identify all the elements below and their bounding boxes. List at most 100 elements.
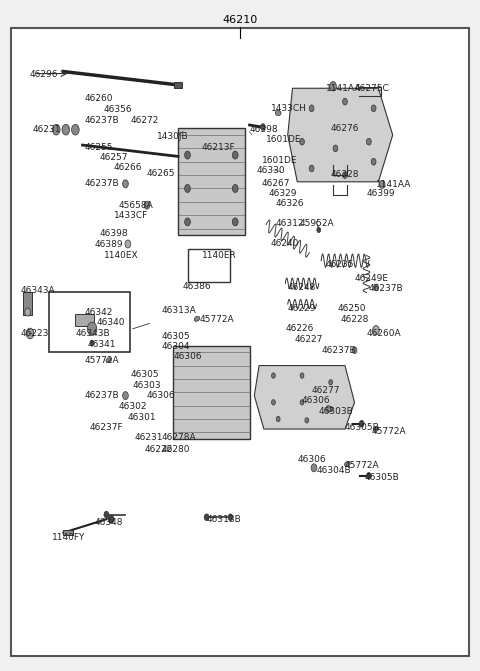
Text: 46301: 46301 — [128, 413, 156, 421]
Text: 46257: 46257 — [99, 152, 128, 162]
Text: 46223: 46223 — [21, 329, 49, 338]
Text: 46229: 46229 — [288, 303, 316, 313]
Ellipse shape — [106, 358, 111, 363]
Text: 46213F: 46213F — [202, 142, 236, 152]
Circle shape — [371, 158, 376, 165]
Text: 45772A: 45772A — [371, 427, 406, 435]
Polygon shape — [288, 89, 393, 182]
Text: 46305: 46305 — [161, 331, 190, 341]
Circle shape — [330, 82, 336, 91]
Circle shape — [185, 151, 191, 159]
Circle shape — [104, 511, 109, 518]
Text: 1141AA: 1141AA — [326, 84, 361, 93]
Bar — [49, 292, 130, 352]
Circle shape — [228, 514, 233, 521]
Text: 46235: 46235 — [326, 260, 354, 268]
Text: 46260: 46260 — [85, 94, 113, 103]
Circle shape — [360, 420, 364, 427]
Text: 46329: 46329 — [269, 189, 297, 199]
Circle shape — [300, 400, 304, 405]
Text: 46237B: 46237B — [369, 285, 404, 293]
Circle shape — [311, 464, 317, 472]
Text: 46399: 46399 — [366, 189, 395, 199]
Circle shape — [125, 240, 131, 248]
Text: 46231: 46231 — [135, 433, 164, 442]
Text: 46222: 46222 — [144, 445, 173, 454]
Ellipse shape — [276, 110, 281, 115]
Circle shape — [52, 124, 60, 135]
Circle shape — [300, 138, 304, 145]
Text: 46210: 46210 — [222, 15, 258, 25]
Text: 45658A: 45658A — [118, 201, 153, 210]
Bar — [174, 82, 181, 89]
Circle shape — [272, 373, 276, 378]
Text: 46304B: 46304B — [316, 466, 351, 475]
Text: 46343A: 46343A — [21, 287, 55, 295]
Text: 46356: 46356 — [104, 105, 132, 114]
Circle shape — [232, 151, 238, 159]
Text: 46278A: 46278A — [161, 433, 196, 442]
Circle shape — [232, 218, 238, 226]
Text: 46398: 46398 — [250, 125, 278, 134]
Circle shape — [309, 105, 314, 111]
Circle shape — [62, 124, 70, 135]
Circle shape — [329, 407, 333, 412]
Text: 46275C: 46275C — [355, 84, 389, 93]
Text: 46305: 46305 — [130, 370, 159, 379]
Polygon shape — [254, 366, 355, 429]
Text: 46313A: 46313A — [161, 305, 196, 315]
Bar — [173, 346, 250, 439]
Text: 46227: 46227 — [295, 335, 323, 344]
Text: 1140ER: 1140ER — [202, 252, 237, 260]
Text: 46304: 46304 — [161, 342, 190, 351]
Circle shape — [185, 218, 191, 226]
Circle shape — [305, 417, 309, 423]
Circle shape — [87, 322, 97, 336]
Circle shape — [329, 380, 333, 385]
Circle shape — [90, 340, 94, 346]
Circle shape — [343, 172, 348, 178]
Text: 46389: 46389 — [95, 240, 123, 249]
Text: 45772A: 45772A — [199, 315, 234, 324]
Circle shape — [272, 400, 276, 405]
Circle shape — [326, 406, 331, 413]
Text: 46340: 46340 — [97, 318, 125, 327]
Circle shape — [26, 328, 34, 339]
Text: 46237F: 46237F — [90, 423, 123, 431]
Text: 46342: 46342 — [85, 307, 113, 317]
Bar — [188, 249, 230, 282]
Circle shape — [371, 105, 376, 111]
Text: 46386: 46386 — [183, 282, 211, 291]
Text: 46231: 46231 — [33, 125, 61, 134]
Text: 46341: 46341 — [87, 340, 116, 349]
Circle shape — [122, 392, 128, 400]
Text: 46326: 46326 — [276, 199, 304, 209]
Text: 46348: 46348 — [95, 518, 123, 527]
Text: 46237B: 46237B — [85, 116, 120, 125]
Circle shape — [108, 515, 114, 523]
Text: 46240: 46240 — [271, 240, 300, 248]
Circle shape — [372, 325, 379, 335]
Text: 46255: 46255 — [85, 142, 113, 152]
Text: 45772A: 45772A — [345, 460, 380, 470]
Text: 46303B: 46303B — [319, 407, 353, 415]
Text: 1601DE: 1601DE — [262, 156, 297, 165]
Text: 46305B: 46305B — [345, 423, 380, 431]
Text: 1140EX: 1140EX — [104, 252, 139, 260]
Text: 45952A: 45952A — [300, 219, 334, 228]
Circle shape — [25, 308, 31, 316]
Text: 46302: 46302 — [118, 402, 147, 411]
Text: 46343B: 46343B — [75, 329, 110, 338]
Text: 46250: 46250 — [338, 303, 366, 313]
Text: 46272: 46272 — [130, 116, 158, 125]
Circle shape — [317, 227, 321, 233]
Circle shape — [343, 98, 348, 105]
Circle shape — [309, 165, 314, 172]
Circle shape — [144, 201, 150, 209]
Circle shape — [232, 185, 238, 193]
Text: 46280: 46280 — [161, 445, 190, 454]
Bar — [178, 128, 245, 236]
Circle shape — [72, 124, 79, 135]
Text: 46266: 46266 — [114, 162, 142, 172]
Text: 46237B: 46237B — [85, 179, 120, 189]
